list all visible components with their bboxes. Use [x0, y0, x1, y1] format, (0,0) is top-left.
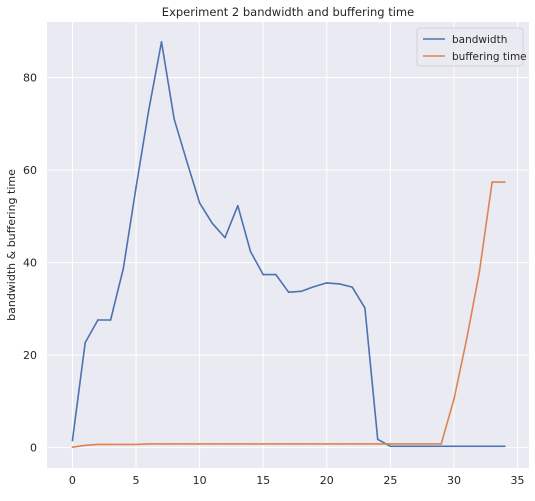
data-point	[186, 443, 188, 445]
x-tick-label: 20	[320, 474, 334, 487]
data-point	[453, 398, 455, 400]
data-point	[504, 181, 506, 183]
data-point	[236, 443, 239, 445]
chart-title: Experiment 2 bandwidth and buffering tim…	[162, 5, 414, 19]
data-point	[389, 443, 392, 445]
data-point	[453, 445, 455, 448]
data-point	[262, 443, 265, 445]
data-point	[262, 273, 265, 276]
data-point	[313, 443, 315, 445]
data-point	[300, 443, 303, 445]
data-point	[364, 307, 366, 309]
y-tick-label: 60	[23, 164, 37, 177]
data-point	[402, 445, 404, 448]
tick-labels: 0 5 10 15 20 25 30 35 0 20 40 60 80	[23, 72, 525, 487]
x-tick-label: 5	[133, 474, 140, 487]
x-tick-label: 25	[383, 474, 397, 487]
data-point	[364, 443, 366, 445]
data-point	[173, 443, 175, 445]
data-point	[338, 443, 341, 445]
y-tick-label: 0	[30, 442, 37, 455]
data-point	[84, 341, 86, 344]
data-point	[186, 160, 188, 163]
data-point	[415, 443, 417, 445]
data-point	[198, 443, 201, 445]
plot-background	[47, 22, 529, 468]
data-point	[211, 222, 214, 225]
data-point	[198, 202, 201, 204]
data-point	[97, 319, 99, 321]
data-point	[402, 443, 404, 445]
data-point	[287, 443, 290, 445]
data-point	[211, 443, 214, 445]
data-point	[351, 443, 354, 445]
x-tick-label: 10	[193, 474, 207, 487]
data-point	[465, 338, 468, 340]
data-point	[427, 445, 430, 448]
data-point	[465, 445, 468, 448]
x-tick-label: 15	[256, 474, 270, 487]
data-point	[224, 443, 226, 445]
data-point	[71, 439, 74, 442]
data-point	[224, 236, 226, 239]
x-tick-label: 35	[511, 474, 525, 487]
data-point	[338, 283, 341, 285]
data-point	[275, 273, 277, 276]
data-point	[122, 443, 125, 446]
data-point	[147, 443, 150, 445]
data-point	[313, 285, 315, 288]
data-point	[109, 319, 112, 321]
data-point	[275, 443, 277, 445]
data-point	[427, 443, 430, 445]
data-point	[147, 109, 150, 112]
grid-lines	[47, 22, 529, 468]
data-point	[300, 290, 303, 293]
series-lines	[71, 41, 506, 448]
data-point	[478, 271, 481, 273]
data-point	[84, 444, 86, 447]
y-tick-label: 80	[23, 72, 37, 85]
y-tick-label: 40	[23, 257, 37, 270]
data-point	[249, 250, 252, 253]
data-point	[389, 445, 392, 448]
data-point	[376, 443, 379, 445]
data-point	[160, 41, 163, 43]
data-point	[122, 267, 125, 270]
data-point	[249, 443, 252, 445]
data-point	[325, 282, 328, 284]
data-point	[160, 443, 163, 445]
data-point	[71, 446, 74, 448]
data-point	[325, 443, 328, 445]
x-tick-label: 0	[69, 474, 76, 487]
data-point	[376, 438, 379, 441]
data-point	[440, 443, 443, 445]
y-axis-label: bandwidth & buffering time	[5, 169, 18, 321]
data-point	[287, 291, 290, 293]
data-point	[173, 118, 175, 120]
legend-label: buffering time	[452, 51, 527, 63]
y-tick-label: 20	[23, 349, 37, 362]
data-point	[504, 445, 506, 448]
data-point	[236, 204, 239, 207]
legend: bandwidth buffering time	[416, 27, 527, 67]
data-point	[491, 445, 493, 448]
data-point	[478, 445, 481, 448]
data-point	[135, 443, 137, 446]
data-point	[135, 186, 137, 189]
data-point	[491, 181, 493, 183]
data-point	[415, 445, 417, 448]
data-point	[97, 443, 99, 446]
data-point	[351, 286, 354, 288]
data-point	[109, 443, 112, 446]
data-point	[440, 445, 443, 448]
x-tick-label: 30	[447, 474, 461, 487]
legend-label: bandwidth	[452, 34, 507, 46]
